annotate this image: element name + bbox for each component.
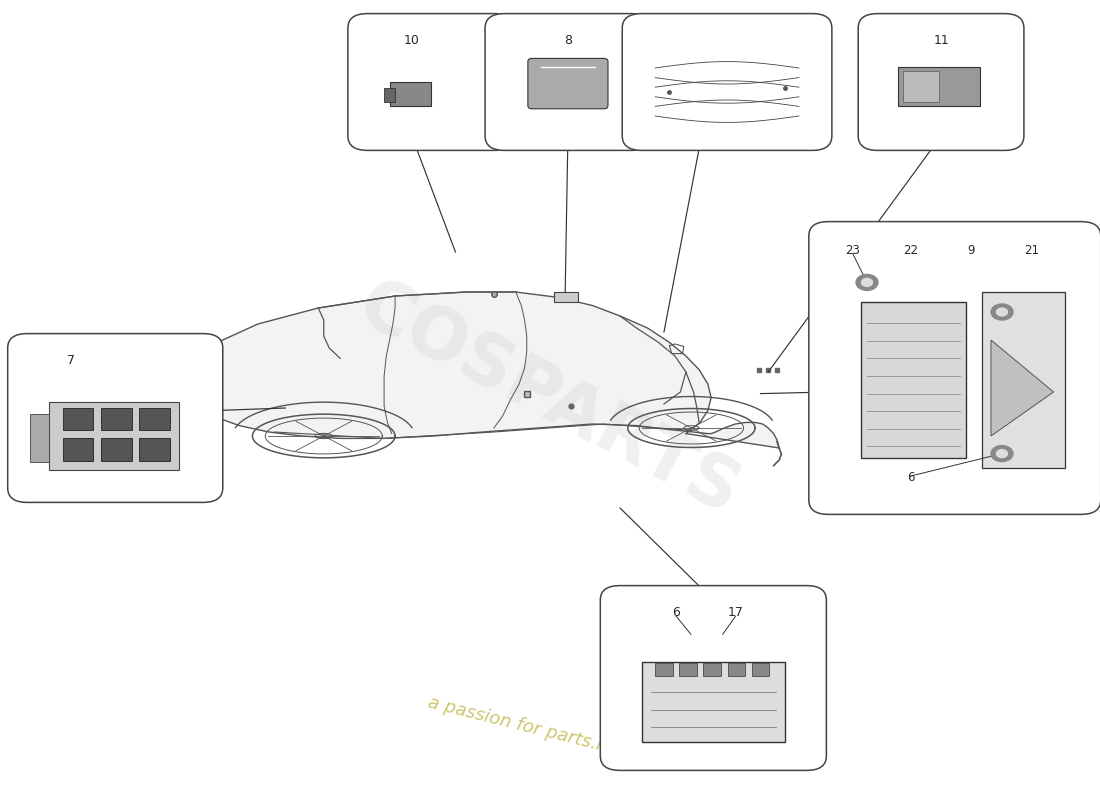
FancyBboxPatch shape [348, 14, 514, 150]
Circle shape [861, 278, 872, 286]
Polygon shape [991, 340, 1054, 436]
Text: 21: 21 [1024, 244, 1040, 257]
Text: 7: 7 [67, 354, 75, 367]
Circle shape [991, 446, 1013, 462]
Bar [554, 292, 579, 302]
Circle shape [856, 274, 878, 290]
Bar [50, 402, 179, 470]
FancyBboxPatch shape [601, 586, 826, 770]
Bar [63, 438, 94, 461]
Text: 22: 22 [903, 244, 918, 257]
FancyBboxPatch shape [528, 58, 608, 109]
Text: COSPARTS: COSPARTS [346, 270, 751, 530]
FancyBboxPatch shape [858, 14, 1024, 150]
Text: 6: 6 [908, 471, 914, 484]
Bar [63, 408, 94, 430]
Bar [704, 663, 720, 676]
Text: 9: 9 [968, 244, 975, 257]
Bar [982, 292, 1065, 468]
Bar [903, 71, 939, 102]
Bar [389, 82, 431, 106]
Bar [140, 408, 170, 430]
Bar [751, 663, 769, 676]
Bar [140, 438, 170, 461]
Bar [727, 663, 745, 676]
Polygon shape [176, 292, 779, 448]
Bar [861, 302, 966, 458]
Bar [642, 662, 784, 742]
Text: 8: 8 [564, 34, 572, 47]
Bar [101, 438, 132, 461]
FancyBboxPatch shape [485, 14, 651, 150]
Text: 17: 17 [728, 606, 744, 619]
Bar [384, 88, 395, 102]
Circle shape [997, 308, 1008, 316]
Bar [656, 663, 673, 676]
Text: 23: 23 [845, 244, 860, 257]
Circle shape [991, 304, 1013, 320]
Circle shape [997, 450, 1008, 458]
Bar [101, 408, 132, 430]
Text: a passion for parts.net1985: a passion for parts.net1985 [426, 693, 672, 771]
FancyBboxPatch shape [8, 334, 223, 502]
Text: 6: 6 [672, 606, 680, 619]
Bar [680, 663, 697, 676]
FancyBboxPatch shape [808, 222, 1100, 514]
FancyBboxPatch shape [623, 14, 832, 150]
Bar [30, 414, 50, 462]
Bar [898, 67, 980, 106]
Text: 10: 10 [404, 34, 420, 47]
Text: 11: 11 [933, 34, 949, 47]
